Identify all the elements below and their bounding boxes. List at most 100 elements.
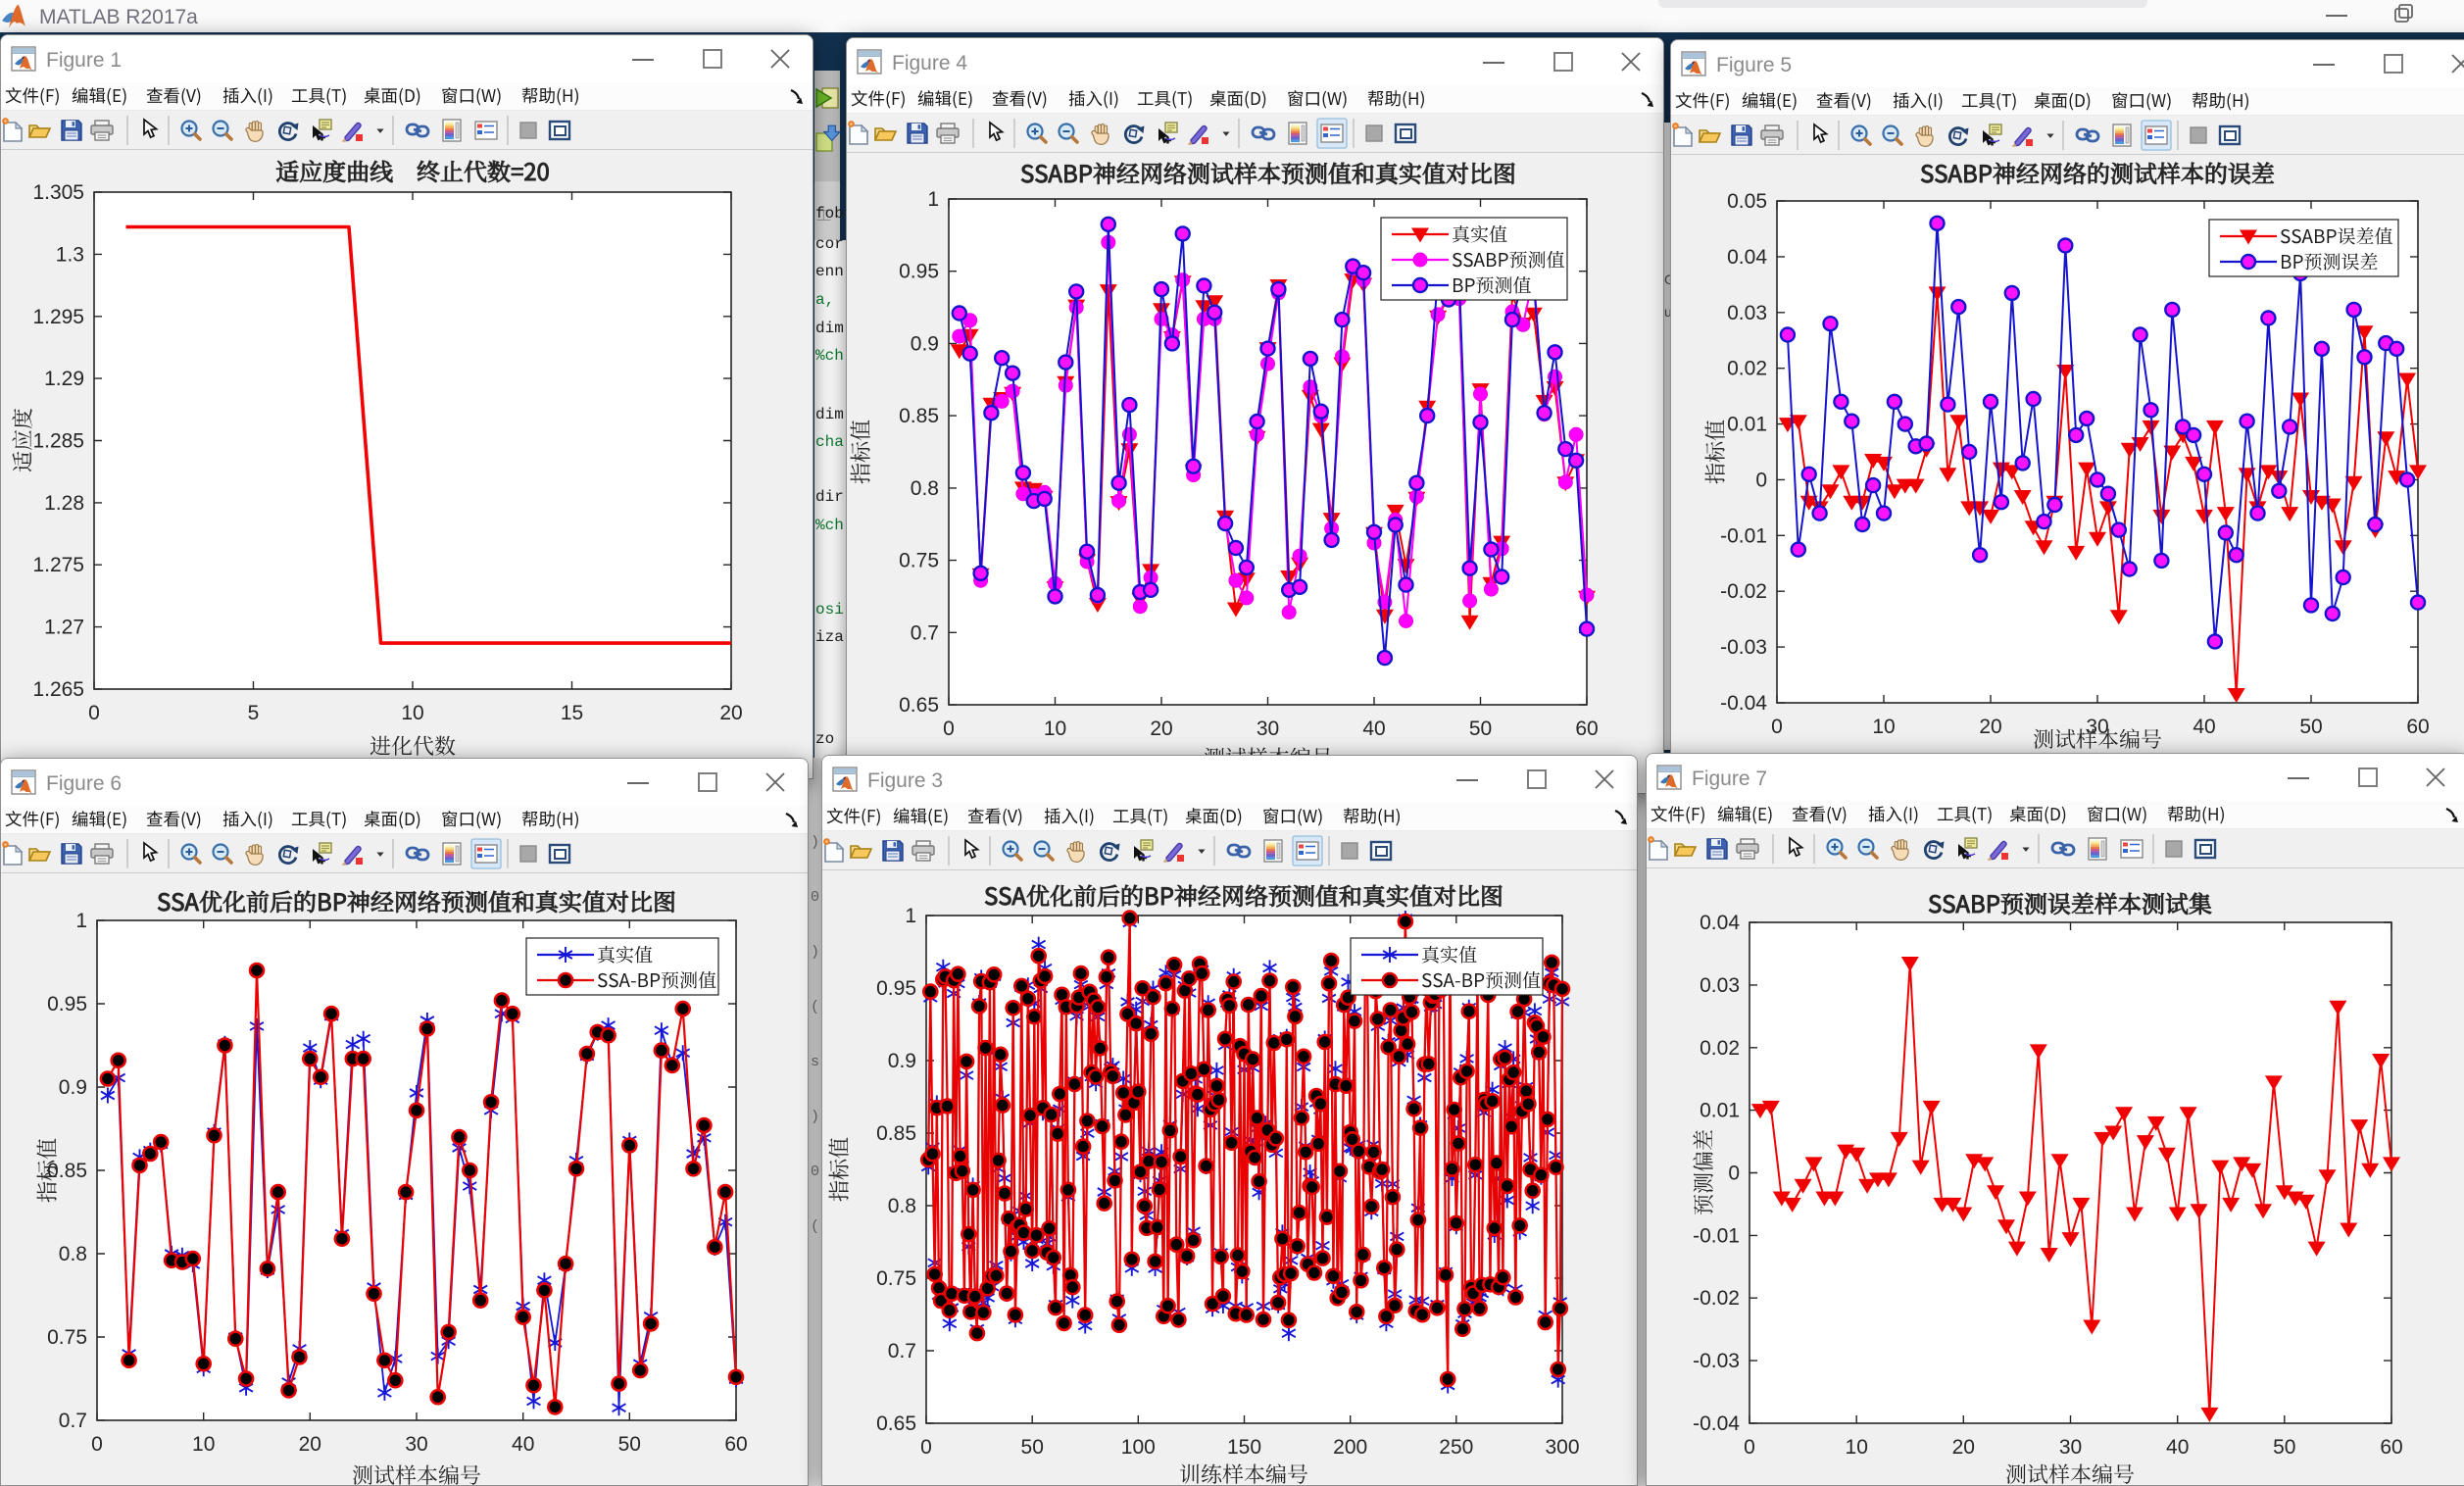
svg-text:1.29: 1.29	[44, 368, 84, 390]
svg-text:1.305: 1.305	[32, 181, 84, 204]
svg-text:10: 10	[192, 1433, 215, 1456]
svg-text:G: G	[1664, 272, 1670, 287]
svg-text:0: 0	[88, 702, 100, 724]
svg-text:20: 20	[299, 1433, 321, 1456]
svg-text:-0.03: -0.03	[1693, 1350, 1740, 1372]
svg-text:osi: osi	[815, 601, 844, 619]
svg-text:40: 40	[512, 1433, 534, 1456]
svg-text:Figure 4: Figure 4	[892, 52, 967, 74]
svg-text:zo: zo	[815, 730, 834, 748]
svg-text:0.95: 0.95	[899, 261, 939, 283]
svg-text:0.65: 0.65	[899, 694, 939, 717]
svg-text:): )	[811, 834, 819, 851]
svg-text:0.7: 0.7	[911, 621, 939, 644]
svg-text:MATLAB R2017a: MATLAB R2017a	[39, 6, 198, 28]
svg-text:-0.02: -0.02	[1720, 580, 1767, 603]
svg-text:1.275: 1.275	[32, 554, 84, 576]
svg-text:60: 60	[1575, 718, 1598, 740]
svg-text:1: 1	[75, 910, 87, 932]
svg-text:0.9: 0.9	[59, 1076, 87, 1099]
svg-text:20: 20	[1150, 718, 1172, 740]
svg-text:%ch: %ch	[815, 517, 844, 534]
svg-text:(: (	[811, 999, 819, 1015]
svg-text:20: 20	[1952, 1436, 1975, 1459]
svg-text:50: 50	[618, 1433, 641, 1456]
svg-text:250: 250	[1439, 1436, 1473, 1459]
svg-text:0.9: 0.9	[911, 332, 939, 355]
svg-text:0.03: 0.03	[1727, 302, 1767, 324]
svg-text:10: 10	[1872, 716, 1895, 738]
svg-text:10: 10	[1044, 718, 1066, 740]
svg-text:1.265: 1.265	[32, 678, 84, 701]
svg-text:dir: dir	[815, 488, 844, 506]
svg-text:0: 0	[1728, 1163, 1740, 1185]
svg-text:0: 0	[811, 889, 819, 906]
svg-text:0.7: 0.7	[888, 1340, 916, 1362]
svg-text:0.65: 0.65	[876, 1412, 916, 1435]
svg-text:50: 50	[1469, 718, 1492, 740]
svg-text:0.75: 0.75	[899, 550, 939, 572]
svg-text:0.02: 0.02	[1700, 1037, 1740, 1060]
svg-text:0.02: 0.02	[1727, 358, 1767, 380]
svg-text:50: 50	[1021, 1436, 1044, 1459]
svg-text:0.95: 0.95	[876, 977, 916, 1000]
svg-text:0.9: 0.9	[888, 1050, 916, 1072]
svg-text:30: 30	[2059, 1436, 2082, 1459]
svg-text:0: 0	[1755, 469, 1767, 491]
svg-text:0.7: 0.7	[59, 1410, 87, 1432]
svg-text:60: 60	[724, 1433, 747, 1456]
svg-text:20: 20	[1979, 716, 2001, 738]
svg-text:50: 50	[2273, 1436, 2295, 1459]
svg-text:150: 150	[1227, 1436, 1261, 1459]
svg-text:20: 20	[719, 702, 742, 724]
svg-text:40: 40	[2193, 716, 2215, 738]
svg-text:0.85: 0.85	[876, 1122, 916, 1145]
svg-text:30: 30	[1257, 718, 1279, 740]
svg-text:fob: fob	[815, 205, 844, 223]
svg-text:0.8: 0.8	[888, 1195, 916, 1217]
svg-text:100: 100	[1121, 1436, 1156, 1459]
svg-text:cha: cha	[815, 433, 844, 451]
svg-text:0: 0	[943, 718, 955, 740]
svg-text:1: 1	[927, 188, 939, 211]
svg-text:0.95: 0.95	[47, 993, 87, 1015]
svg-text:0: 0	[91, 1433, 103, 1456]
svg-text:0.04: 0.04	[1727, 246, 1767, 269]
svg-text:Figure 7: Figure 7	[1692, 768, 1767, 790]
svg-text:0: 0	[1771, 716, 1783, 738]
svg-text:5: 5	[248, 702, 260, 724]
svg-text:-0.01: -0.01	[1693, 1224, 1740, 1247]
svg-text:a,: a,	[815, 291, 834, 309]
svg-text:50: 50	[2299, 716, 2322, 738]
svg-text:0.01: 0.01	[1727, 414, 1767, 436]
svg-text:0: 0	[1744, 1436, 1755, 1459]
svg-text:1.285: 1.285	[32, 430, 84, 453]
svg-text:-0.04: -0.04	[1720, 692, 1767, 715]
svg-text:0.03: 0.03	[1700, 974, 1740, 997]
svg-text:30: 30	[405, 1433, 427, 1456]
svg-text:-0.03: -0.03	[1720, 636, 1767, 659]
svg-text:(: (	[811, 1218, 819, 1235]
svg-text:40: 40	[2166, 1436, 2189, 1459]
svg-text:u: u	[1664, 304, 1670, 320]
svg-text:): )	[811, 1109, 819, 1125]
svg-text:1.27: 1.27	[44, 617, 84, 639]
svg-text:-0.04: -0.04	[1693, 1412, 1740, 1435]
svg-text:0.85: 0.85	[899, 405, 939, 427]
svg-text:1.295: 1.295	[32, 306, 84, 328]
svg-text:0.75: 0.75	[876, 1267, 916, 1290]
svg-text:dim: dim	[815, 406, 844, 423]
svg-text:0.85: 0.85	[47, 1160, 87, 1182]
svg-text:dim: dim	[815, 320, 844, 337]
svg-text:0.8: 0.8	[911, 477, 939, 500]
svg-text:0.01: 0.01	[1700, 1100, 1740, 1122]
svg-text:iza: iza	[815, 628, 844, 646]
svg-text:60: 60	[2406, 716, 2429, 738]
svg-text:Figure 6: Figure 6	[46, 772, 122, 795]
svg-text:Figure 5: Figure 5	[1716, 54, 1792, 76]
svg-text:0: 0	[811, 1164, 819, 1180]
svg-text:1.28: 1.28	[44, 492, 84, 515]
svg-text:%ch: %ch	[815, 347, 844, 365]
svg-text:15: 15	[561, 702, 583, 724]
svg-text:10: 10	[401, 702, 423, 724]
